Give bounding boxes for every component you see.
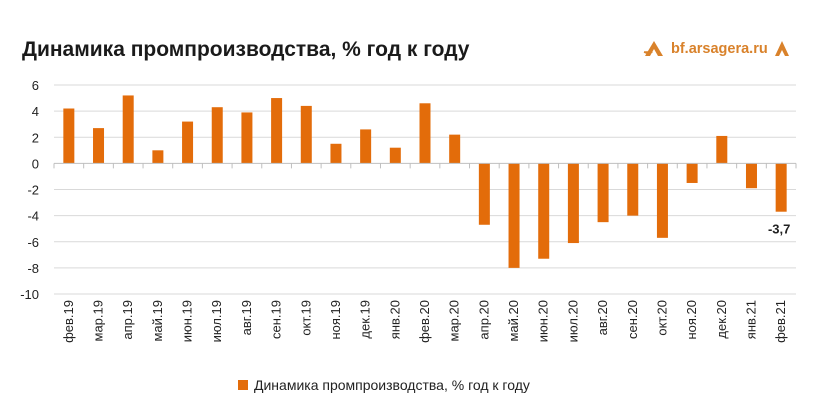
x-tick-label: фев.21 — [773, 300, 788, 343]
x-tick-label: дек.19 — [358, 300, 373, 339]
x-tick-label: авг.19 — [239, 300, 254, 335]
x-tick-label: июл.19 — [209, 300, 224, 342]
x-tick-label: ноя.20 — [684, 300, 699, 340]
brand-logo[interactable]: bf.arsagera.ru — [643, 40, 790, 58]
bar-июн.19 — [182, 121, 194, 164]
bar-сен.20 — [627, 163, 639, 216]
y-tick-label: -6 — [27, 235, 39, 250]
bar-сен.19 — [271, 98, 283, 164]
brand-url[interactable]: bf.arsagera.ru — [671, 41, 768, 57]
x-tick-label: сен.20 — [625, 300, 640, 339]
bar-авг.20 — [597, 163, 609, 223]
arrows-left-icon — [643, 41, 663, 56]
bar-фев.21 — [775, 163, 787, 212]
data-label-last: -3,7 — [768, 222, 790, 237]
bar-май.20 — [508, 163, 520, 268]
x-tick-label: янв.20 — [387, 300, 402, 339]
y-tick-label: 4 — [32, 104, 39, 119]
y-tick-label: 2 — [32, 130, 39, 145]
x-axis-tickmarks — [53, 163, 797, 169]
x-tick-label: сен.19 — [269, 300, 284, 339]
x-tick-label: апр.19 — [120, 300, 135, 340]
x-tick-label: авг.20 — [595, 300, 610, 335]
legend-label: Динамика промпроизводства, % год к году — [254, 377, 530, 393]
y-tick-label: -10 — [20, 287, 39, 302]
bar-ноя.19 — [330, 143, 342, 164]
y-tick-label: -8 — [27, 261, 39, 276]
bar-фев.19 — [63, 108, 75, 164]
y-tick-label: -4 — [27, 209, 39, 224]
bars — [63, 95, 787, 268]
x-tick-label: июн.19 — [180, 300, 195, 342]
x-axis-labels: фев.19 мар.19 апр.19 май.19 июн.19 июл.19 авг.… — [61, 300, 788, 343]
arrows-right-icon — [774, 41, 789, 56]
y-tick-label: -2 — [27, 183, 39, 198]
bar-окт.19 — [300, 105, 312, 164]
legend: Динамика промпроизводства, % год к году — [238, 377, 530, 393]
x-tick-label: окт.19 — [298, 300, 313, 336]
bar-июн.20 — [538, 163, 550, 259]
bar-май.19 — [152, 150, 164, 164]
bar-дек.19 — [360, 129, 372, 164]
x-tick-label: окт.20 — [654, 300, 669, 336]
x-tick-label: июн.20 — [536, 300, 551, 342]
x-tick-label: май.19 — [150, 300, 165, 342]
x-tick-label: июл.20 — [565, 300, 580, 342]
chart-title: Динамика промпроизводства, % год к году — [22, 38, 470, 61]
x-tick-label: фев.20 — [417, 300, 432, 343]
legend-swatch — [238, 380, 248, 390]
bar-апр.20 — [478, 163, 490, 225]
y-axis-ticks: 6 4 2 0 -2 -4 -6 -8 -10 — [20, 78, 39, 302]
bar-ноя.20 — [686, 163, 698, 183]
bar-янв.21 — [745, 163, 757, 189]
x-tick-label: мар.20 — [447, 300, 462, 341]
bar-июл.20 — [567, 163, 579, 244]
bar-мар.20 — [449, 134, 461, 164]
bar-дек.20 — [716, 135, 728, 164]
bar-фев.20 — [419, 103, 431, 164]
bar-апр.19 — [122, 95, 134, 164]
y-tick-label: 0 — [32, 156, 39, 171]
x-tick-label: ноя.19 — [328, 300, 343, 340]
bar-мар.19 — [93, 128, 105, 164]
bar-янв.20 — [389, 147, 401, 164]
x-tick-label: мар.19 — [91, 300, 106, 341]
y-tick-label: 6 — [32, 78, 39, 93]
x-tick-label: янв.21 — [743, 300, 758, 339]
x-tick-label: дек.20 — [714, 300, 729, 339]
bar-июл.19 — [211, 107, 223, 164]
x-tick-label: май.20 — [506, 300, 521, 342]
bar-окт.20 — [656, 163, 668, 238]
x-tick-label: фев.19 — [61, 300, 76, 343]
x-tick-label: апр.20 — [476, 300, 491, 340]
bar-авг.19 — [241, 112, 253, 164]
